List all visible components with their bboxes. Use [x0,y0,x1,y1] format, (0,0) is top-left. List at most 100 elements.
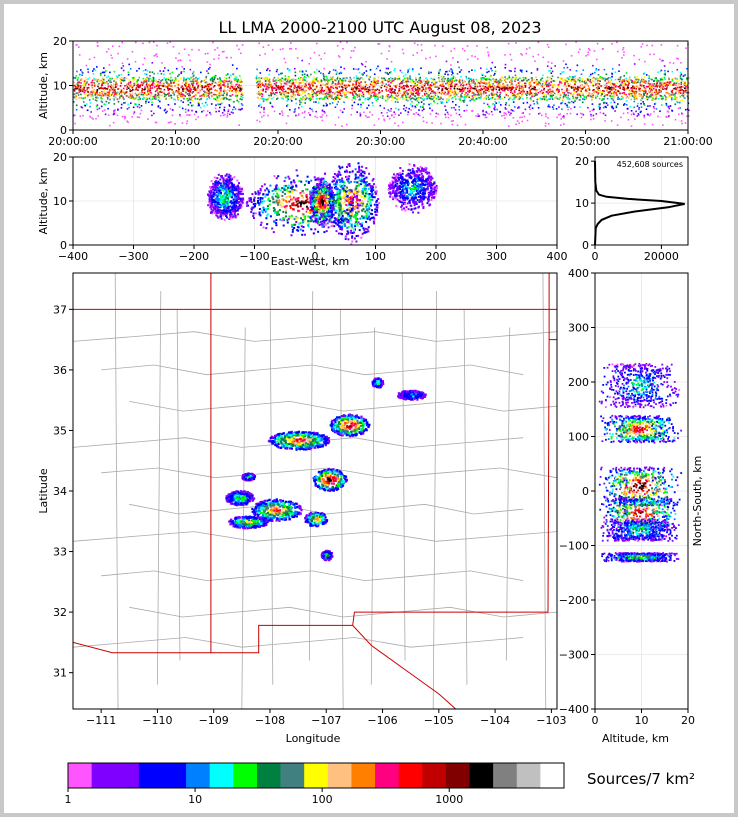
source-point [446,79,448,82]
source-point [101,71,104,74]
source-point [580,91,582,94]
source-point [414,99,417,101]
source-point [643,92,645,95]
time-height-panel: 20:00:00 20:10:00 20:20:00 20:30:00 20:40:00… [37,35,713,148]
source-point [322,75,325,77]
source-point [504,87,507,90]
source-point [445,87,447,90]
source-point [156,89,158,92]
source-point [666,81,669,84]
source-point [133,82,135,85]
source-point [81,72,84,74]
source-point [501,97,503,100]
source-point [606,104,609,106]
source-point [199,85,201,88]
source-point [289,88,291,90]
source-point [83,87,85,89]
source-point [655,89,657,92]
source-point [170,88,172,90]
source-point [290,91,293,93]
source-point [485,87,488,89]
source-point [486,71,488,74]
source-point [548,85,550,88]
source-point [322,72,324,75]
source-point [258,42,260,45]
source-point [359,92,361,95]
source-point [649,87,652,89]
source-point [305,89,307,92]
source-point [415,112,418,114]
source-point [256,80,259,83]
source-point [120,89,123,92]
source-point [676,88,678,91]
source-point [173,94,176,96]
source-point [240,79,242,81]
source-point [158,86,160,89]
source-point [579,87,582,89]
source-point [598,105,600,108]
source-point [381,84,383,87]
source-point [191,48,193,51]
source-point [209,66,211,69]
source-point [503,90,506,92]
source-point [218,87,221,90]
source-point [134,60,137,63]
source-point [391,88,394,90]
source-point [591,98,593,100]
source-point [292,79,294,82]
source-point [378,89,381,91]
source-point [167,104,170,106]
source-point [146,98,148,101]
source-point [183,97,185,100]
source-point [377,98,379,100]
source-point [344,87,347,90]
source-point [543,87,545,90]
source-point [671,97,673,99]
source-point [593,50,596,52]
source-point [389,85,391,88]
source-point [522,76,525,79]
source-point [618,98,620,100]
source-point [683,74,686,77]
source-point [352,93,354,95]
source-point [640,102,642,105]
source-point [91,94,94,97]
source-point [373,81,375,83]
source-point [622,47,625,49]
source-point [461,47,464,50]
source-point [509,87,511,89]
source-point [350,56,352,59]
source-point [326,86,329,88]
source-point [102,110,104,112]
source-point [89,102,92,104]
source-point [440,97,442,99]
source-point [198,98,201,101]
source-point [559,94,562,96]
source-point [331,78,333,81]
source-point [156,87,159,90]
source-point [527,78,530,81]
source-point [127,103,129,106]
source-point [436,91,439,93]
source-point [238,85,241,88]
source-point [263,111,265,113]
source-point [113,112,115,114]
source-point [135,81,137,84]
source-point [108,92,110,95]
source-point [373,95,376,98]
source-point [421,109,424,112]
source-point [636,85,638,88]
source-point [585,88,587,90]
source-point [104,82,107,84]
source-point [511,92,514,95]
source-point [552,108,555,110]
source-point [207,72,210,75]
source-point [101,87,104,90]
source-point [459,95,462,98]
source-point [637,77,639,80]
source-point [405,96,408,99]
source-point [397,124,400,127]
source-point [239,75,241,77]
source-point [630,90,632,93]
source-point [626,79,628,82]
